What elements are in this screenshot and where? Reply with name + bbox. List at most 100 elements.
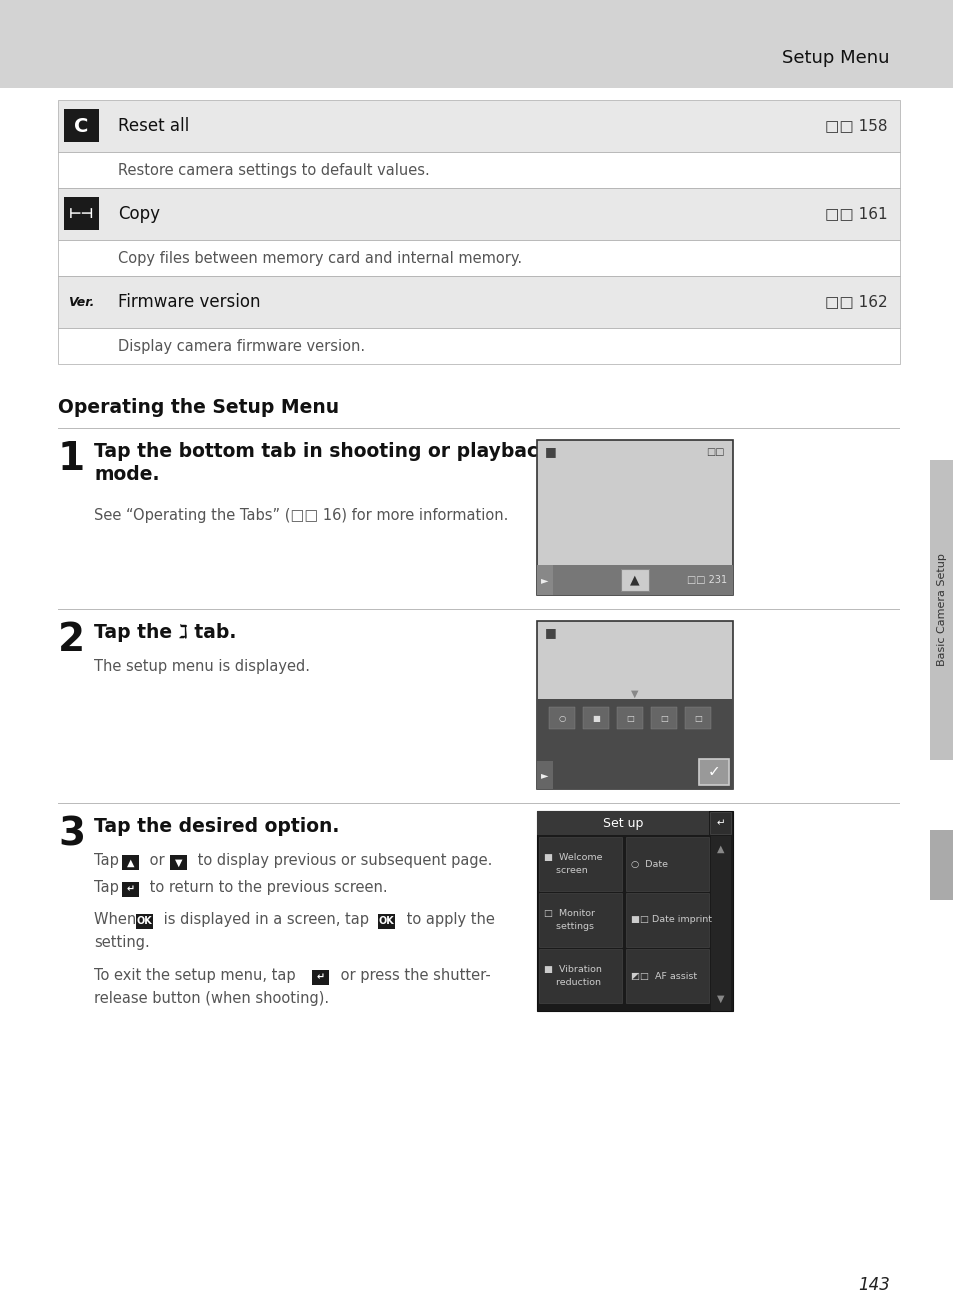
Text: setting.: setting. (94, 936, 150, 950)
Bar (538, 837, 621, 891)
Text: □□ 231: □□ 231 (686, 576, 726, 585)
Bar (64, 197, 99, 230)
Bar (58, 188, 899, 240)
Text: □  Monitor
    settings: □ Monitor settings (543, 909, 595, 930)
Text: When: When (94, 912, 141, 926)
Text: ■□ Date imprint: ■□ Date imprint (630, 916, 711, 925)
Text: OK: OK (378, 916, 394, 926)
Text: ■  Vibration
    reduction: ■ Vibration reduction (543, 966, 601, 987)
Text: to apply the: to apply the (401, 912, 495, 926)
Text: ■  Welcome
    screen: ■ Welcome screen (543, 853, 602, 875)
Text: ▲: ▲ (630, 573, 639, 586)
Bar (537, 565, 553, 595)
Text: ↵: ↵ (127, 884, 134, 895)
Text: ■: ■ (544, 445, 557, 459)
Text: ▼: ▼ (174, 858, 182, 867)
Text: ◩□  AF assist: ◩□ AF assist (630, 971, 697, 980)
Bar (710, 836, 730, 1010)
Bar (620, 569, 648, 591)
Bar (58, 152, 899, 188)
Text: OK: OK (136, 916, 152, 926)
Text: ↵: ↵ (716, 819, 724, 828)
Bar (58, 240, 899, 276)
Bar (64, 109, 99, 142)
Bar (537, 699, 732, 788)
Bar (58, 276, 899, 328)
Bar (538, 949, 621, 1003)
Text: ▼: ▼ (717, 993, 724, 1004)
Bar (58, 328, 899, 364)
Bar (136, 915, 152, 929)
Text: □□ 161: □□ 161 (824, 206, 887, 222)
Text: Restore camera settings to default values.: Restore camera settings to default value… (118, 163, 429, 177)
Text: to display previous or subsequent page.: to display previous or subsequent page. (193, 853, 492, 869)
Text: release button (when shooting).: release button (when shooting). (94, 991, 329, 1007)
Bar (537, 811, 732, 1010)
Bar (625, 949, 708, 1003)
Bar (58, 100, 899, 152)
Text: Reset all: Reset all (118, 117, 189, 135)
Bar (582, 707, 608, 729)
Text: Tap: Tap (94, 853, 123, 869)
Text: or: or (145, 853, 169, 869)
Text: is displayed in a screen, tap: is displayed in a screen, tap (159, 912, 374, 926)
Bar (122, 855, 139, 870)
Bar (537, 622, 732, 788)
Text: Tap: Tap (94, 880, 123, 895)
Text: ▲: ▲ (717, 844, 724, 854)
Bar (0, 0, 953, 88)
Text: See “Operating the Tabs” (□□ 16) for more information.: See “Operating the Tabs” (□□ 16) for mor… (94, 509, 508, 523)
Text: Copy files between memory card and internal memory.: Copy files between memory card and inter… (118, 251, 521, 265)
Text: ↵: ↵ (316, 972, 324, 983)
Text: Tap the bottom tab in shooting or playback
mode.: Tap the bottom tab in shooting or playba… (94, 442, 550, 485)
Text: Copy: Copy (118, 205, 160, 223)
Bar (170, 855, 187, 870)
Text: Ver.: Ver. (68, 296, 94, 309)
Text: ▲: ▲ (127, 858, 134, 867)
Bar (684, 707, 710, 729)
Bar (122, 882, 139, 897)
Bar (709, 812, 730, 834)
Bar (617, 707, 642, 729)
Bar (537, 440, 732, 595)
Bar (929, 830, 953, 900)
Bar (650, 707, 677, 729)
Text: 2: 2 (58, 622, 85, 660)
Text: Firmware version: Firmware version (118, 293, 260, 311)
Text: Tap the ℷ tab.: Tap the ℷ tab. (94, 623, 236, 643)
Bar (537, 565, 732, 595)
Text: □: □ (659, 715, 667, 724)
Text: to return to the previous screen.: to return to the previous screen. (145, 880, 387, 895)
Text: □: □ (625, 715, 634, 724)
Text: Operating the Setup Menu: Operating the Setup Menu (58, 398, 338, 417)
Bar (929, 460, 953, 759)
Text: C: C (73, 117, 88, 135)
Bar (377, 915, 395, 929)
Text: 1: 1 (58, 440, 85, 478)
Text: Display camera firmware version.: Display camera firmware version. (118, 339, 365, 353)
Text: □□ 158: □□ 158 (824, 118, 887, 134)
Text: ▼: ▼ (631, 689, 639, 699)
Text: ►: ► (540, 770, 548, 781)
Text: 3: 3 (58, 815, 85, 853)
Bar (625, 837, 708, 891)
Text: 143: 143 (858, 1276, 889, 1294)
Text: ■: ■ (592, 715, 599, 724)
Text: To exit the setup menu, tap: To exit the setup menu, tap (94, 968, 300, 983)
Text: or press the shutter-: or press the shutter- (335, 968, 490, 983)
Bar (312, 970, 329, 986)
Bar (699, 759, 728, 784)
Text: Setup Menu: Setup Menu (781, 49, 889, 67)
Bar (537, 761, 553, 788)
Text: The setup menu is displayed.: The setup menu is displayed. (94, 660, 310, 674)
Text: ✓: ✓ (707, 765, 720, 779)
Text: ○: ○ (558, 715, 565, 724)
Text: □□: □□ (706, 447, 724, 457)
Text: Basic Camera Setup: Basic Camera Setup (936, 553, 946, 666)
Text: ■: ■ (544, 625, 557, 639)
Bar (548, 707, 575, 729)
Bar (537, 811, 708, 834)
Bar (625, 894, 708, 947)
Bar (538, 894, 621, 947)
Text: Tap the desired option.: Tap the desired option. (94, 817, 339, 836)
